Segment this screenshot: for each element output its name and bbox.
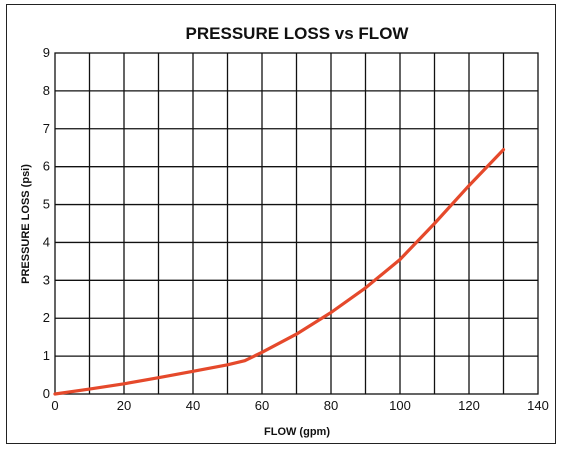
x-axis-label: FLOW (gpm): [264, 426, 330, 438]
y-tick-label: 5: [43, 197, 50, 212]
x-tick-label: 60: [255, 398, 269, 413]
x-tick-label: 0: [51, 398, 58, 413]
y-tick-label: 7: [43, 121, 50, 136]
chart-title: PRESSURE LOSS vs FLOW: [186, 24, 410, 43]
chart-frame: [6, 4, 556, 444]
tick-labels: 0 20 40 60 80 100 120 140 0 1 2 3 4 5 6 7 8 9: [43, 45, 549, 413]
y-tick-label: 8: [43, 83, 50, 98]
y-tick-label: 2: [43, 310, 50, 325]
y-tick-label: 1: [43, 348, 50, 363]
y-tick-label: 0: [43, 386, 50, 401]
x-tick-label: 120: [458, 398, 480, 413]
x-tick-label: 80: [324, 398, 338, 413]
plot-area-border: [54, 52, 539, 395]
x-tick-label: 20: [117, 398, 131, 413]
series-line: [53, 148, 506, 396]
y-axis-label: PRESSURE LOSS (psi): [20, 164, 32, 284]
x-tick-label: 140: [527, 398, 549, 413]
y-tick-label: 9: [43, 45, 50, 60]
x-tick-label: 100: [389, 398, 411, 413]
y-tick-label: 4: [43, 234, 50, 249]
series-layer: [53, 148, 506, 396]
y-tick-label: 3: [43, 272, 50, 287]
grid-lines: [54, 52, 539, 395]
x-tick-label: 40: [186, 398, 200, 413]
y-tick-label: 6: [43, 159, 50, 174]
